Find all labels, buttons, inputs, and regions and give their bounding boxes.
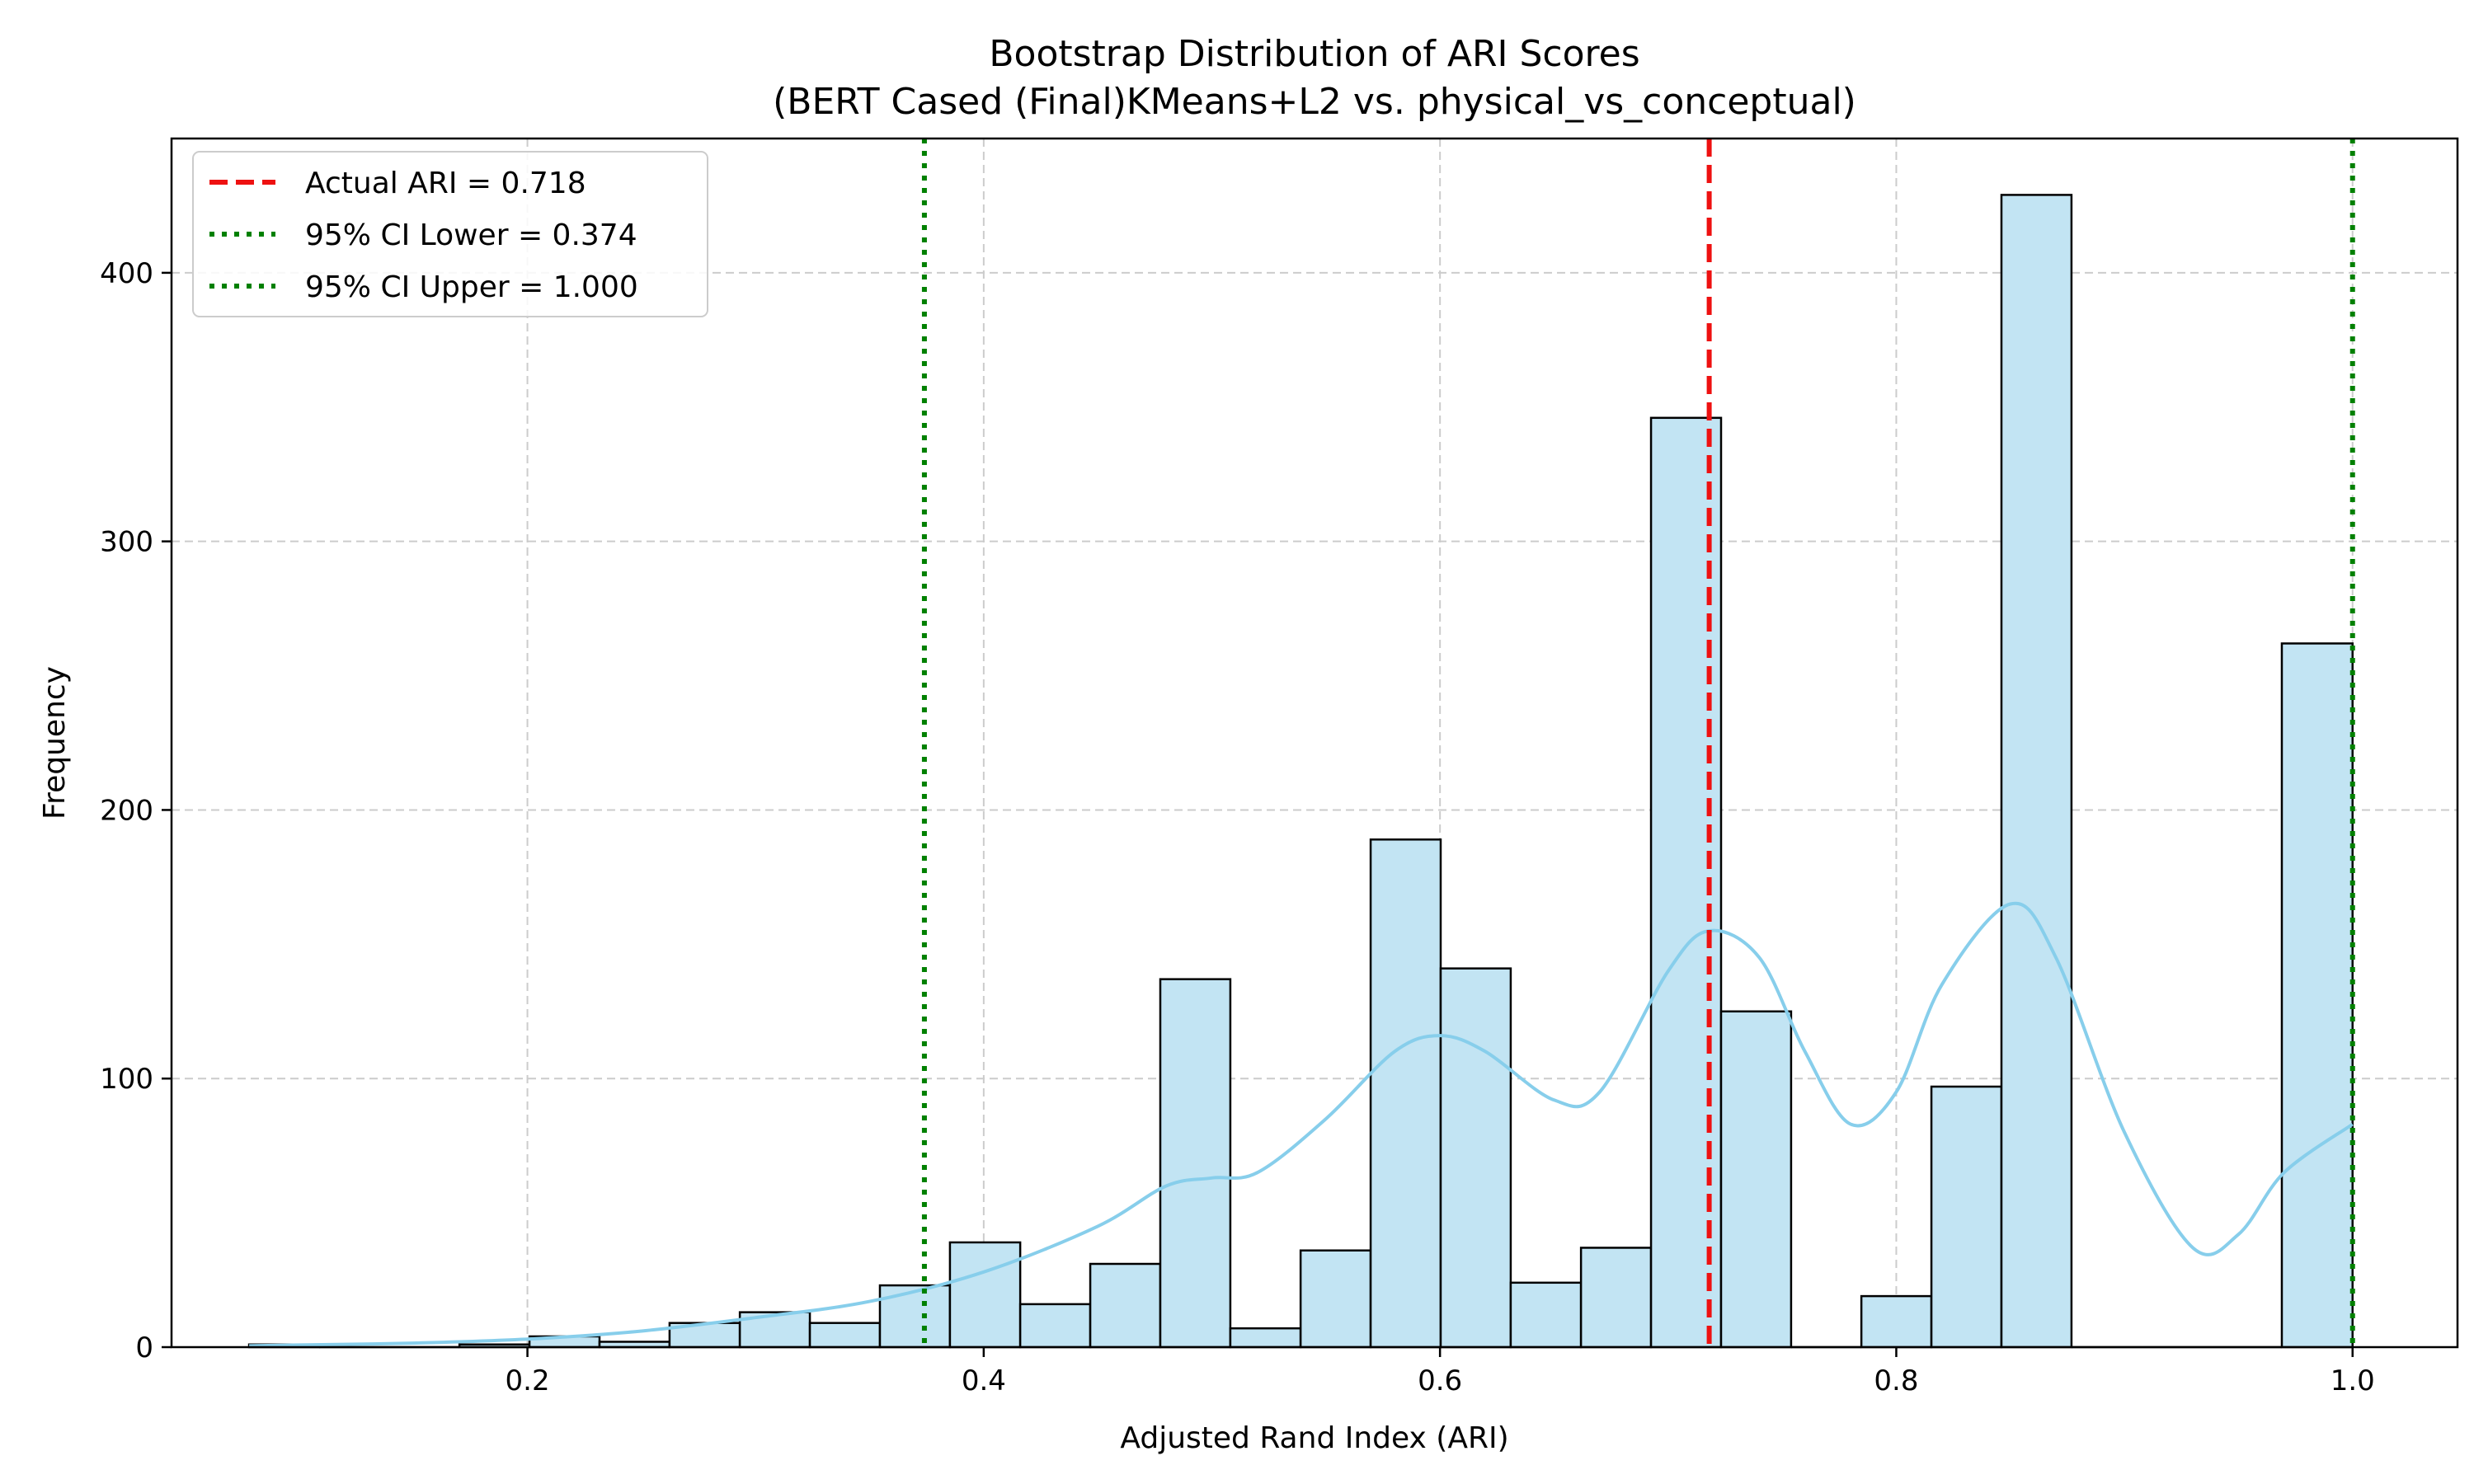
y-tick-label-4: 400: [100, 257, 153, 290]
histogram-bar-13: [1159, 978, 1232, 1349]
x-tick-label-0: 0.2: [506, 1364, 550, 1397]
histogram-bar-23: [1860, 1294, 1933, 1349]
y-axis-ticks: 0 100 200 300 400: [100, 257, 172, 1364]
histogram-bar-10: [948, 1241, 1022, 1349]
y-tick-label-2: 200: [100, 794, 153, 827]
x-axis-label: Adjusted Rand Index (ARI): [1120, 1421, 1508, 1455]
histogram-bar-14: [1229, 1327, 1302, 1349]
chart-title: Bootstrap Distribution of ARI Scores: [989, 33, 1639, 75]
histogram-bar-16: [1369, 838, 1442, 1349]
kde-curve: [249, 901, 2354, 1348]
legend-box: [192, 151, 708, 317]
x-tick-label-2: 0.6: [1418, 1364, 1462, 1397]
histogram-bar-21: [1719, 1010, 1793, 1349]
histogram-bar-24: [1930, 1085, 2003, 1349]
y-tick-label-0: 0: [135, 1331, 153, 1364]
histogram-bars: [247, 194, 2354, 1349]
x-tick-label-3: 0.8: [1874, 1364, 1918, 1397]
x-tick-label-1: 0.4: [962, 1364, 1006, 1397]
chart-subtitle: (BERT Cased (Final)KMeans+L2 vs. physica…: [773, 81, 1856, 123]
legend: Actual ARI = 0.718 95% CI Lower = 0.374 …: [192, 151, 708, 317]
histogram-bar-19: [1579, 1247, 1653, 1349]
y-tick-label-3: 300: [100, 526, 153, 559]
kde-curve-layer: [249, 901, 2354, 1348]
histogram-bar-17: [1439, 967, 1512, 1349]
histogram-bar-12: [1089, 1262, 1162, 1349]
plot-frame: [170, 137, 2459, 1349]
x-axis-ticks: 0.2 0.4 0.6 0.8 1.0: [506, 1347, 2375, 1397]
reference-lines: [921, 139, 2355, 1347]
histogram-bar-15: [1299, 1249, 1372, 1349]
y-axis-label: Frequency: [38, 666, 72, 819]
x-tick-label-4: 1.0: [2331, 1364, 2375, 1397]
legend-label-ci-upper: 95% CI Upper = 1.000: [305, 270, 638, 304]
histogram-bar-11: [1018, 1303, 1092, 1349]
histogram-bar-9: [878, 1284, 952, 1349]
histogram-bar-8: [808, 1322, 882, 1349]
y-tick-label-1: 100: [100, 1063, 153, 1096]
histogram-bar-29: [2280, 642, 2354, 1349]
histogram-bar-25: [2000, 194, 2073, 1349]
legend-label-ci-lower: 95% CI Lower = 0.374: [305, 218, 637, 252]
histogram-bar-18: [1509, 1281, 1583, 1349]
legend-label-actual: Actual ARI = 0.718: [305, 167, 586, 200]
